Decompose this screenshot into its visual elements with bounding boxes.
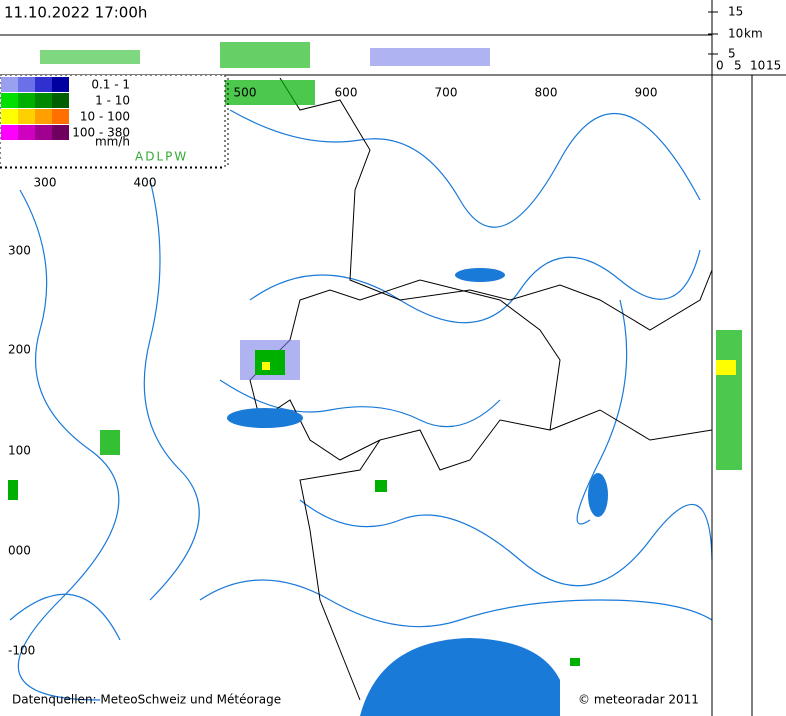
legend-label: 0.1 - 1 [91,78,130,92]
legend-swatch [1,109,18,124]
height-unit: km [744,27,763,41]
legend-label: 1 - 10 [95,94,130,108]
legend-label: 10 - 100 [80,110,130,124]
legend-swatch [18,93,35,108]
timestamp: 11.10.2022 17:00h [4,4,147,22]
grid-label: 600 [335,86,358,100]
grid-label: 300 [8,244,31,258]
legend-label: 100 - 380 [72,126,130,140]
legend-swatch [35,77,52,92]
grid-label: 300 [34,176,57,190]
grid-label: 700 [435,86,458,100]
grid-label: 000 [8,544,31,558]
profile-echo [40,50,140,64]
profile-echo [220,42,310,68]
grid-label: 800 [535,86,558,100]
legend-swatch [18,77,35,92]
grid-label: 400 [134,176,157,190]
grid-label: 500 [234,86,257,100]
radar-echoes [8,80,742,666]
copyright: © meteoradar 2011 [578,693,699,707]
grid-label: 900 [635,86,658,100]
legend-swatch [52,77,69,92]
distance-label: 5 [734,59,742,73]
network: ADLPW [135,150,188,164]
legend-swatch [18,109,35,124]
sources: Datenquellen: MeteoSchweiz und Météorage [12,693,281,707]
legend-swatch [1,93,18,108]
legend-swatch [52,125,69,140]
rivers [9,109,713,701]
legend-unit: mm/h [95,135,130,149]
legend-swatch [35,93,52,108]
legend-swatch [1,125,18,140]
grid-label: 200 [8,343,31,357]
distance-label: 10 [750,59,765,73]
legend-swatch [52,93,69,108]
legend-swatch [52,109,69,124]
legend-swatch [18,125,35,140]
height-label: 10 [728,27,743,41]
grid-label: -100 [8,644,35,658]
legend-swatch [35,125,52,140]
grid-label: 100 [8,444,31,458]
water [227,268,608,716]
height-label: 15 [728,5,743,19]
profile-echo [370,48,490,66]
height-label: 5 [728,47,736,61]
distance-label: 15 [766,59,781,73]
legend-swatch [1,77,18,92]
distance-label: 0 [716,59,724,73]
legend-swatch [35,109,52,124]
